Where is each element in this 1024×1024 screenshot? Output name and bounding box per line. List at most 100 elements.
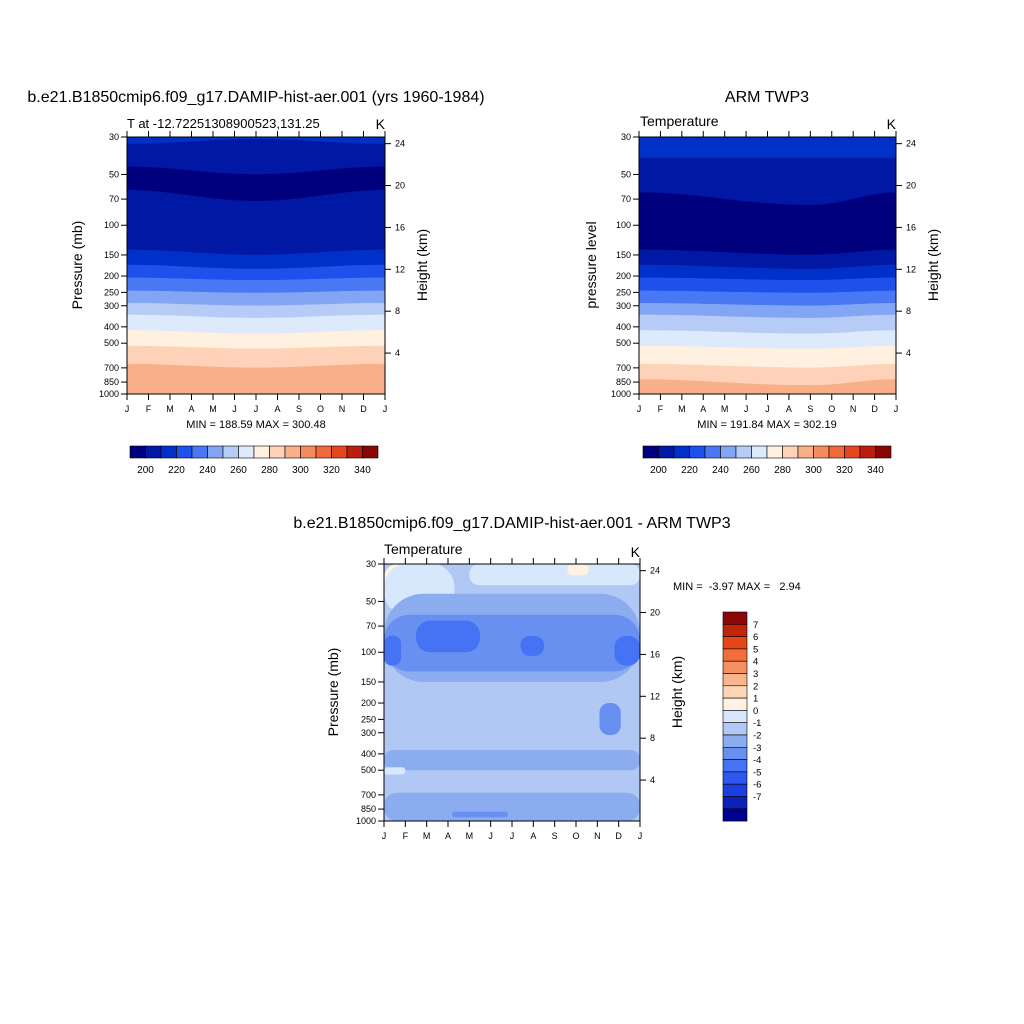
contour-region [505, 681, 566, 768]
panel-diff-stats: MIN = -3.97 MAX = 2.94 [673, 581, 801, 593]
colorbar-box [722, 783, 748, 797]
y2-tick-label: 16 [395, 222, 405, 232]
panel-model-subtitle: T at -12.72251308900523,131.25 [127, 116, 320, 131]
y2-tick-label: 16 [650, 649, 660, 659]
colorbar-label: 340 [867, 465, 884, 476]
panel-obs-stats: MIN = 191.84 MAX = 302.19 [697, 419, 836, 431]
x-tick-label: J [894, 404, 899, 414]
colorbar-box [720, 445, 737, 459]
contour-band [127, 277, 385, 294]
x-tick-label: A [274, 404, 280, 414]
y2-tick-label: 20 [906, 181, 916, 191]
colorbar-label: 2 [753, 681, 758, 692]
colorbar-label: 1 [753, 694, 758, 705]
contour-region [469, 564, 640, 586]
x-tick-label: J [125, 404, 130, 414]
x-tick-label: D [615, 831, 622, 841]
y-tick-label: 700 [104, 363, 119, 373]
colorbar-label: -4 [753, 755, 761, 766]
y2-tick-label: 4 [395, 348, 400, 358]
panel-diff-contours [384, 564, 640, 821]
y-tick-label: 200 [361, 698, 376, 708]
colorbar-label: -1 [753, 718, 761, 729]
y2-tick-label: 12 [650, 691, 660, 701]
contour-region [384, 635, 402, 666]
y2-tick-label: 16 [906, 222, 916, 232]
colorbar-box [844, 445, 861, 459]
x-tick-label: A [530, 831, 536, 841]
x-tick-label: A [188, 404, 194, 414]
colorbar-box [704, 445, 721, 459]
y-tick-label: 250 [361, 714, 376, 724]
y2-tick-label: 8 [906, 306, 911, 316]
x-tick-label: A [786, 404, 792, 414]
x-tick-label: M [166, 404, 174, 414]
x-tick-label: M [466, 831, 474, 841]
colorbar-box [176, 445, 193, 459]
colorbar-box [813, 445, 830, 459]
colorbar-box [722, 611, 748, 625]
panel-obs-units: K [887, 116, 897, 132]
y-tick-label: 1000 [356, 816, 376, 826]
colorbar-label: 240 [712, 465, 729, 476]
panel-obs-ylabel-right: Height (km) [925, 229, 941, 301]
colorbar-label: 7 [753, 620, 758, 631]
colorbar-label: 4 [753, 657, 758, 668]
colorbar-box [722, 722, 748, 736]
y-tick-label: 400 [361, 749, 376, 759]
y-tick-label: 500 [104, 338, 119, 348]
y-tick-label: 150 [104, 250, 119, 260]
y-tick-label: 30 [621, 132, 631, 142]
colorbar-label: 0 [753, 706, 758, 717]
y-tick-label: 30 [109, 132, 119, 142]
panel-obs-ylabel: pressure level [583, 221, 599, 308]
colorbar-box [722, 697, 748, 711]
y-tick-label: 850 [361, 804, 376, 814]
colorbar-box [129, 445, 146, 459]
y-tick-label: 700 [361, 790, 376, 800]
colorbar-label: 6 [753, 632, 758, 643]
y-tick-label: 70 [109, 194, 119, 204]
x-tick-label: J [488, 831, 493, 841]
panel-obs-subtitle: Temperature [640, 113, 719, 129]
colorbar-label: 240 [199, 465, 216, 476]
y-tick-label: 300 [616, 301, 631, 311]
colorbar-label: 320 [836, 465, 853, 476]
colorbar-box [722, 636, 748, 650]
colorbar-box [722, 796, 748, 810]
y-tick-label: 300 [104, 301, 119, 311]
colorbar-label: 220 [168, 465, 185, 476]
colorbar-box [160, 445, 177, 459]
panel-model: b.e21.B1850cmip6.f09_g17.DAMIP-hist-aer.… [27, 89, 484, 476]
colorbar-label: -3 [753, 743, 761, 754]
colorbar-box [238, 445, 255, 459]
y2-tick-label: 20 [395, 181, 405, 191]
colorbar-box [722, 648, 748, 662]
colorbar-box [222, 445, 239, 459]
colorbar-label: 300 [292, 465, 309, 476]
contour-band [127, 345, 385, 369]
x-tick-label: J [383, 404, 388, 414]
colorbar-label: 260 [743, 465, 760, 476]
y-tick-label: 850 [104, 377, 119, 387]
x-tick-label: J [637, 404, 642, 414]
x-tick-label: J [254, 404, 259, 414]
panel-obs-title: ARM TWP3 [725, 89, 809, 106]
x-tick-label: N [850, 404, 857, 414]
colorbar-box [722, 808, 748, 822]
colorbar-box [722, 660, 748, 674]
colorbar-box [191, 445, 208, 459]
x-tick-label: F [146, 404, 152, 414]
y-tick-label: 400 [104, 322, 119, 332]
colorbar-box [300, 445, 317, 459]
y-tick-label: 1000 [611, 389, 631, 399]
y-tick-label: 250 [104, 287, 119, 297]
y-tick-label: 70 [366, 621, 376, 631]
y-tick-label: 500 [361, 765, 376, 775]
panel-obs: ARM TWP3 Temperature K J F M A M J J A S O N D J 30 50… [583, 89, 941, 476]
colorbar-label: 300 [805, 465, 822, 476]
colorbar-box [269, 445, 286, 459]
contour-band [127, 363, 385, 394]
colorbar-box [722, 746, 748, 760]
